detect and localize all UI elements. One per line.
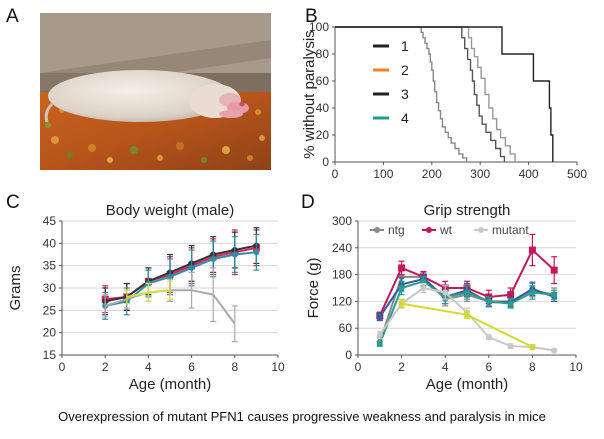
y-tick-label: 40 xyxy=(316,101,330,115)
data-point-teal xyxy=(464,289,470,296)
y-tick-label: 60 xyxy=(339,321,353,335)
x-tick-label: 2 xyxy=(398,360,405,374)
plot-title: Body weight (male) xyxy=(106,202,234,219)
y-tick-label: 60 xyxy=(316,74,330,88)
y-tick-label: 25 xyxy=(43,303,57,317)
data-point-mutant xyxy=(420,285,427,291)
survival-curve-line-mid-a xyxy=(335,26,506,162)
y-tick-label: 35 xyxy=(43,259,57,273)
data-point-teal xyxy=(551,291,558,298)
mouse-photo xyxy=(40,13,271,170)
x-tick-label: 4 xyxy=(442,360,449,374)
panel-letter-a: A xyxy=(6,6,19,27)
y-tick-label: 40 xyxy=(43,236,57,250)
x-tick-label: 0 xyxy=(59,360,66,374)
y-tick-label: 80 xyxy=(316,47,330,61)
data-point-teal xyxy=(420,278,427,285)
data-point-mutant xyxy=(507,343,514,350)
y-axis-title: Force (g) xyxy=(305,258,322,319)
y-tick-label: 15 xyxy=(43,348,57,362)
x-tick-label: 300 xyxy=(470,167,490,181)
data-point-mutant xyxy=(442,289,449,296)
panel-letter-d: D xyxy=(301,192,315,213)
data-point-mutant xyxy=(376,331,383,338)
y-tick-label: 240 xyxy=(332,241,352,255)
data-point-teal xyxy=(253,249,260,256)
y-tick-label: 100 xyxy=(309,20,329,34)
data-point-yellow xyxy=(464,311,470,318)
data-point-teal xyxy=(231,251,238,258)
data-point-teal xyxy=(398,285,405,291)
grip-strength-chart: 0 2 4 6 8 10 0 60 120 180 240 300 Force (g) Age (mont… xyxy=(305,202,583,393)
panel-letter-c: C xyxy=(6,192,20,213)
survival-curve-line-late xyxy=(335,26,554,162)
x-tick-label: 2 xyxy=(102,360,109,374)
legend-label: 2 xyxy=(401,62,409,78)
survival-curve-mutant-early xyxy=(335,26,468,162)
data-point-teal xyxy=(167,273,173,280)
data-point-teal xyxy=(210,255,217,262)
legend-label: ntg xyxy=(388,223,405,237)
data-point-blue xyxy=(376,314,383,321)
plot-title: Grip strength xyxy=(424,202,511,219)
x-tick-label: 500 xyxy=(567,167,587,181)
data-point-teal xyxy=(188,264,195,271)
legend-marker xyxy=(426,227,432,233)
legend-label: 3 xyxy=(401,86,409,102)
data-point-yellow xyxy=(529,343,536,350)
x-tick-label: 8 xyxy=(529,360,536,374)
x-tick-label: 8 xyxy=(231,360,238,374)
y-tick-label: 0 xyxy=(345,348,352,362)
data-point-teal xyxy=(485,298,492,305)
data-point-wt xyxy=(398,264,406,272)
y-tick-label: 0 xyxy=(322,155,329,169)
legend-label: wt xyxy=(439,223,453,237)
y-axis-title: % without paralysis xyxy=(301,30,318,158)
panel-letter-b: B xyxy=(305,6,318,27)
data-point-ntg xyxy=(398,273,405,280)
y-tick-label: 120 xyxy=(332,294,352,308)
data-point-mutant xyxy=(485,334,492,341)
x-tick-label: 100 xyxy=(373,167,393,181)
y-tick-label: 180 xyxy=(332,268,352,282)
legend-label: mutant xyxy=(492,223,529,237)
data-point-teal xyxy=(376,340,383,347)
x-tick-label: 0 xyxy=(355,360,362,374)
series-line-black xyxy=(104,244,257,303)
y-tick-label: 20 xyxy=(316,128,330,142)
y-tick-label: 30 xyxy=(43,281,57,295)
body-weight-chart: 0 2 4 6 8 10 15 20 25 30 35 40 45 Grams Age (month) Bod… xyxy=(7,202,285,393)
x-tick-label: 6 xyxy=(485,360,492,374)
legend-marker xyxy=(478,227,484,233)
data-point-wt xyxy=(528,246,536,254)
legend-label: 1 xyxy=(401,38,409,54)
data-point-teal xyxy=(529,289,536,296)
data-point-mutant xyxy=(551,347,558,354)
x-axis-title: Age (month) xyxy=(129,376,212,393)
data-point-teal xyxy=(507,300,514,307)
y-tick-label: 20 xyxy=(43,326,57,340)
y-tick-label: 45 xyxy=(43,214,57,228)
x-tick-label: 4 xyxy=(145,360,152,374)
y-tick-label: 300 xyxy=(332,214,352,228)
x-tick-label: 400 xyxy=(519,167,539,181)
x-tick-label: 0 xyxy=(332,167,339,181)
legend-label: 4 xyxy=(401,110,409,126)
y-axis-title: Grams xyxy=(7,266,24,311)
legend-marker xyxy=(374,227,380,233)
x-tick-label: 6 xyxy=(188,360,195,374)
x-tick-label: 10 xyxy=(569,360,583,374)
data-point-yellow xyxy=(398,300,405,307)
survival-curve-line-mid-b xyxy=(335,26,516,162)
data-point-wt xyxy=(550,266,558,274)
data-point-wt xyxy=(507,291,515,299)
x-tick-label: 10 xyxy=(271,360,285,374)
figure-caption: Overexpression of mutant PFN1 causes pro… xyxy=(58,409,546,424)
series-line-yellow xyxy=(126,289,171,298)
x-tick-label: 200 xyxy=(422,167,442,181)
x-axis-title: Age (month) xyxy=(426,376,509,393)
